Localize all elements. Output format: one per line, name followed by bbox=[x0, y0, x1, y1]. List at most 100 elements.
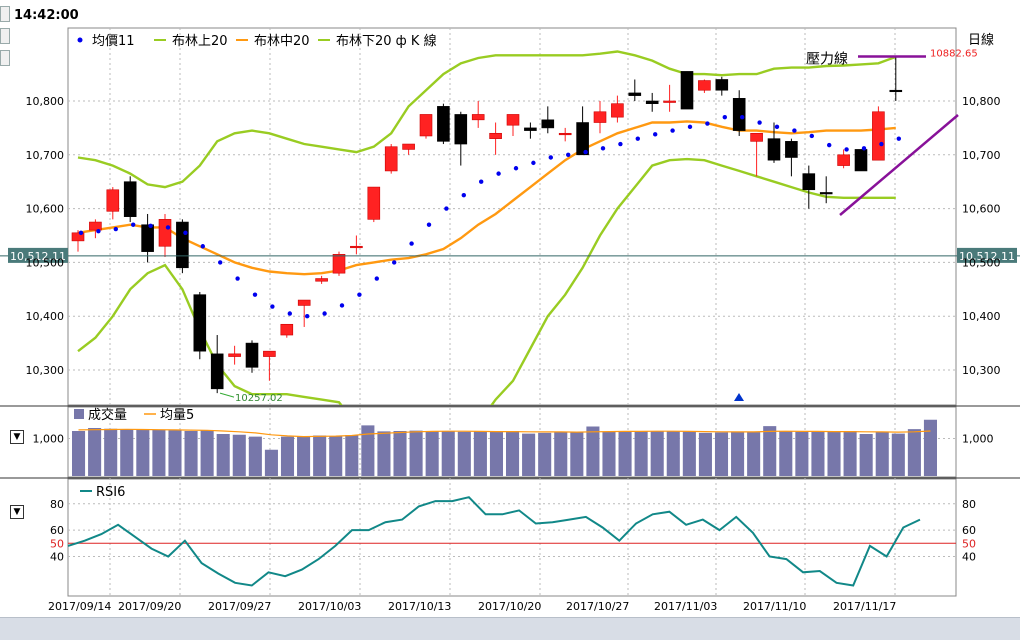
low-price-label: 10257.02 bbox=[235, 393, 283, 404]
average-11-dot bbox=[270, 304, 275, 309]
volume-bar bbox=[473, 431, 487, 476]
price-legend-label: 布林中20 bbox=[254, 34, 310, 49]
average-11-dot bbox=[635, 136, 640, 141]
price-y-tick-left: 10,500 bbox=[26, 256, 65, 269]
candle-body bbox=[889, 89, 903, 93]
volume-legend-swatch bbox=[74, 409, 84, 419]
volume-bar bbox=[216, 434, 230, 476]
rsi-y-tick-right: 40 bbox=[962, 550, 976, 563]
resistance-label: 壓力線 bbox=[806, 52, 848, 68]
volume-bar bbox=[393, 431, 407, 476]
average-11-dot bbox=[339, 303, 345, 308]
chart-canvas[interactable]: 10,512.11 10,512.11 壓力線 10882.65 10257.02 10… bbox=[0, 0, 1020, 617]
candle-body bbox=[785, 141, 798, 158]
volume-bar bbox=[409, 430, 423, 476]
average-11-dot bbox=[322, 311, 327, 316]
candle-body bbox=[141, 224, 154, 252]
legend-swatch-dot bbox=[77, 37, 83, 43]
candle-body bbox=[454, 114, 468, 145]
average-11-dot bbox=[670, 128, 675, 133]
volume-bar bbox=[136, 429, 150, 476]
price-y-tick-right: 10,800 bbox=[962, 95, 1001, 108]
average-11-dot bbox=[444, 206, 449, 211]
bottom-scrollbar[interactable] bbox=[0, 617, 1020, 640]
volume-bar bbox=[586, 426, 600, 476]
volume-panel-frame bbox=[67, 406, 957, 478]
average-11-dot bbox=[722, 114, 727, 120]
rsi-legend-label: RSI6 bbox=[96, 485, 125, 500]
candle-body bbox=[506, 114, 520, 126]
candle-body bbox=[193, 294, 207, 352]
candle-body bbox=[89, 221, 102, 231]
average-11-dot bbox=[357, 292, 362, 297]
average-11-dot bbox=[479, 179, 484, 184]
average-11-dot bbox=[305, 314, 310, 319]
average-11-dots bbox=[78, 114, 901, 319]
support-trend-line bbox=[839, 114, 959, 216]
average-11-dot bbox=[548, 155, 553, 160]
current-price-tag-right bbox=[957, 247, 1017, 263]
x-axis-label: 2017/10/27 bbox=[566, 600, 629, 613]
volume-bar bbox=[88, 428, 102, 476]
price-y-tick-left: 10,300 bbox=[26, 364, 65, 377]
average-11-dot bbox=[461, 192, 466, 198]
candle-body bbox=[558, 132, 572, 136]
low-price-pointer bbox=[219, 392, 235, 398]
candle-body bbox=[158, 219, 172, 247]
volume-bar bbox=[570, 432, 584, 476]
candle-body bbox=[819, 192, 833, 195]
price-y-tick-right: 10,400 bbox=[962, 310, 1001, 323]
x-axis-label: 2017/11/03 bbox=[654, 600, 717, 613]
tool-button-3[interactable] bbox=[0, 50, 10, 66]
candle-body bbox=[263, 350, 276, 357]
bollinger-upper-line bbox=[77, 50, 897, 189]
volume-bar bbox=[859, 434, 873, 476]
average-11-dot bbox=[740, 114, 745, 120]
volume-bar bbox=[747, 432, 761, 476]
price-legend-label: 布林下20 ф K 線 bbox=[336, 33, 437, 49]
candle-body bbox=[680, 71, 694, 110]
candle-body bbox=[489, 132, 502, 139]
candle-body bbox=[767, 138, 781, 161]
volume-bar bbox=[602, 431, 616, 476]
candle-body bbox=[384, 146, 398, 172]
average-11-dot bbox=[252, 292, 258, 297]
candle-body bbox=[106, 189, 120, 212]
average-11-dot bbox=[200, 244, 205, 249]
tool-button-2[interactable] bbox=[0, 28, 10, 44]
average-11-dot bbox=[165, 225, 171, 230]
volume-bar bbox=[441, 431, 455, 476]
current-price-label-left: 10,512.11 bbox=[10, 250, 66, 263]
volume-bar bbox=[200, 430, 214, 476]
volume-y-tick-right: 1,000 bbox=[962, 433, 994, 446]
price-y-tick-left: 10,600 bbox=[26, 203, 65, 216]
price-y-tick-right: 10,300 bbox=[962, 364, 1001, 377]
left-toolbar bbox=[0, 6, 10, 76]
candle-body bbox=[210, 353, 224, 390]
volume-bar bbox=[280, 436, 295, 476]
x-axis-label: 2017/10/13 bbox=[388, 600, 451, 613]
volume-panel-menu-button[interactable]: ▼ bbox=[10, 430, 24, 444]
volume-bar bbox=[779, 431, 793, 476]
average-11-dot bbox=[687, 124, 693, 130]
volume-bar bbox=[891, 433, 905, 476]
volume-bar bbox=[232, 434, 246, 476]
average-11-dot bbox=[809, 133, 814, 139]
price-y-tick-right: 10,500 bbox=[962, 256, 1001, 269]
header-bar: 14:42:00 bbox=[0, 0, 1020, 28]
tool-button-1[interactable] bbox=[0, 6, 10, 22]
volume-bar bbox=[457, 431, 471, 476]
candle-body bbox=[297, 299, 311, 306]
volume-bar bbox=[506, 431, 520, 476]
marker-triangle bbox=[734, 393, 744, 401]
x-axis-label: 2017/11/17 bbox=[833, 600, 896, 613]
volume-bar bbox=[843, 431, 857, 476]
volume-bar bbox=[923, 419, 937, 476]
volume-bar bbox=[731, 431, 745, 476]
price-y-tick-left: 10,800 bbox=[26, 95, 65, 108]
volume-bar bbox=[538, 432, 552, 476]
rsi-panel-menu-button[interactable]: ▼ bbox=[10, 505, 24, 519]
average-11-dot bbox=[426, 222, 432, 227]
volume-bar bbox=[248, 436, 262, 476]
